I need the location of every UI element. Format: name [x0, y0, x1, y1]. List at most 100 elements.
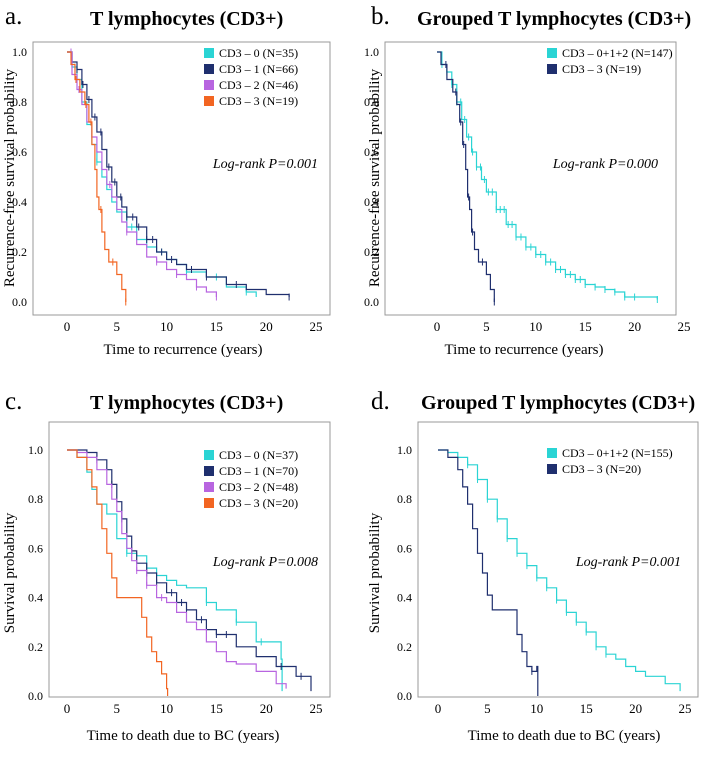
y-tick-label: 0.0	[397, 689, 412, 703]
legend-swatch	[547, 464, 557, 474]
legend-label: CD3 – 1 (N=66)	[219, 62, 298, 76]
y-tick-label: 0.6	[28, 541, 43, 555]
panel-c: c. T lymphocytes (CD3+) 0.0 0.2 0.4 0.6 0.8 1…	[0, 383, 354, 766]
log-rank-annotation: Log-rank P=0.000	[552, 157, 658, 172]
x-tick-label: 10	[530, 701, 543, 716]
x-tick-label: 0	[64, 701, 71, 716]
x-tick-label: 25	[679, 701, 692, 716]
survival-curve-2	[67, 449, 287, 689]
y-tick-label: 0.4	[364, 195, 379, 209]
legend-label: CD3 – 0+1+2 (N=147)	[562, 46, 673, 60]
legend-label: CD3 – 3 (N=19)	[219, 94, 298, 108]
panel-title: T lymphocytes (CD3+)	[90, 392, 284, 414]
survival-curve-0	[437, 51, 658, 300]
km-chart: 0.0 0.2 0.4 0.6 0.8 1.0 0 5 10 15 20 25 Time to recu…	[364, 41, 691, 358]
legend-swatch	[547, 64, 557, 74]
y-tick-label: 1.0	[12, 45, 27, 59]
y-tick-label: 0.4	[28, 591, 43, 605]
y-tick-label: 0.2	[28, 640, 43, 654]
legend-label: CD3 – 0 (N=37)	[219, 448, 298, 462]
y-tick-label: 0.8	[364, 95, 379, 109]
y-axis-label: Recurrence-free survival probability	[367, 68, 383, 287]
panel-letter: a.	[5, 3, 23, 30]
y-tick-label: 0.4	[12, 195, 27, 209]
x-axis-label: Time to death due to BC (years)	[468, 728, 661, 744]
y-tick-label: 0.8	[397, 492, 412, 506]
y-axis-label: Survival probability	[367, 512, 383, 633]
x-tick-label: 15	[579, 319, 592, 334]
y-tick-label: 0.6	[364, 145, 379, 159]
y-tick-label: 0.2	[364, 245, 379, 259]
y-tick-label: 0.2	[12, 245, 27, 259]
panel-letter: b.	[371, 3, 390, 30]
legend-swatch	[204, 450, 214, 460]
legend-label: CD3 – 1 (N=70)	[219, 464, 298, 478]
y-tick-label: 0.2	[397, 640, 412, 654]
legend-swatch	[204, 64, 214, 74]
survival-curve-1	[438, 449, 539, 696]
y-tick-label: 1.0	[364, 45, 379, 59]
legend-swatch	[547, 48, 557, 58]
legend-label: CD3 – 0+1+2 (N=155)	[562, 446, 673, 460]
panel-b: b. Grouped T lymphocytes (CD3+) 0.0 0.2 0.…	[354, 0, 709, 383]
legend-swatch	[204, 498, 214, 508]
legend-label: CD3 – 2 (N=48)	[219, 480, 298, 494]
x-tick-label: 0	[64, 319, 71, 334]
y-axis-label: Recurrence-free survival probability	[2, 68, 18, 287]
panel-letter: d.	[371, 388, 390, 415]
x-axis-label: Time to recurrence (years)	[445, 342, 604, 358]
plot-frame	[48, 421, 331, 698]
survival-curve-0	[67, 449, 283, 692]
y-tick-label: 0.6	[397, 541, 412, 555]
legend-swatch	[204, 80, 214, 90]
plot-frame	[32, 41, 331, 316]
km-chart: 0.0 0.2 0.4 0.6 0.8 1.0 0 5 10 15 20 25 Time to deat…	[367, 421, 699, 744]
survival-curve-1	[67, 51, 290, 297]
x-axis-label: Time to recurrence (years)	[104, 342, 263, 358]
x-tick-label: 25	[678, 319, 691, 334]
x-tick-label: 25	[310, 701, 323, 716]
x-tick-label: 5	[483, 319, 490, 334]
legend-label: CD3 – 3 (N=20)	[219, 496, 298, 510]
x-tick-label: 20	[628, 319, 641, 334]
km-chart: 0.0 0.2 0.4 0.6 0.8 1.0 0 5 10 15 20 25 Time to recu…	[2, 41, 331, 358]
y-tick-label: 1.0	[28, 443, 43, 457]
y-tick-label: 0.8	[28, 492, 43, 506]
x-tick-label: 15	[210, 701, 223, 716]
legend-label: CD3 – 2 (N=46)	[219, 78, 298, 92]
legend-label: CD3 – 3 (N=19)	[562, 62, 641, 76]
survival-curve-3	[67, 51, 127, 302]
x-tick-label: 10	[160, 319, 173, 334]
x-tick-label: 25	[310, 319, 323, 334]
legend-label: CD3 – 0 (N=35)	[219, 46, 298, 60]
legend-swatch	[547, 448, 557, 458]
log-rank-annotation: Log-rank P=0.001	[575, 555, 681, 570]
x-tick-label: 0	[434, 319, 441, 334]
survival-curve-0	[438, 449, 681, 692]
x-axis-label: Time to death due to BC (years)	[87, 728, 280, 744]
x-tick-label: 20	[260, 701, 273, 716]
panel-letter: c.	[5, 388, 23, 415]
y-tick-label: 0.4	[397, 591, 412, 605]
panel-title: Grouped T lymphocytes (CD3+)	[417, 8, 692, 30]
x-tick-label: 10	[160, 701, 173, 716]
survival-curve-2	[67, 51, 217, 297]
survival-curve-3	[67, 449, 169, 696]
legend-swatch	[204, 96, 214, 106]
panel-title: T lymphocytes (CD3+)	[90, 8, 284, 30]
y-tick-label: 0.6	[12, 145, 27, 159]
legend-label: CD3 – 3 (N=20)	[562, 462, 641, 476]
x-tick-label: 10	[529, 319, 542, 334]
log-rank-annotation: Log-rank P=0.008	[212, 555, 318, 570]
x-tick-label: 20	[629, 701, 642, 716]
legend-swatch	[204, 482, 214, 492]
plot-frame	[384, 41, 677, 316]
x-tick-label: 5	[484, 701, 491, 716]
y-tick-label: 0.0	[364, 295, 379, 309]
x-tick-label: 20	[260, 319, 273, 334]
y-tick-label: 0.0	[28, 689, 43, 703]
panel-a: a. T lymphocytes (CD3+) 0.0 0.2 0.4 0.6 0.8 1…	[0, 0, 354, 383]
legend-swatch	[204, 466, 214, 476]
x-tick-label: 0	[435, 701, 442, 716]
survival-curve-1	[437, 51, 495, 302]
